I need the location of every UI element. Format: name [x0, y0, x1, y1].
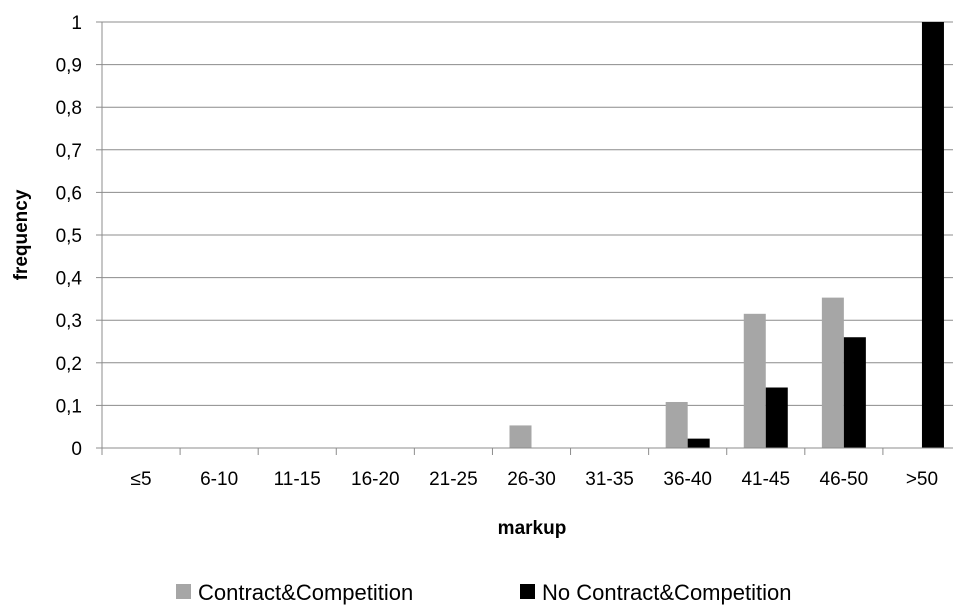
legend: Contract&Competition No Contract&Competit…: [176, 580, 791, 605]
x-tick-label: 36-40: [663, 469, 712, 490]
bar-contract-competition: [665, 401, 688, 448]
legend-swatch: [176, 584, 191, 599]
y-tick-label: 0,1: [56, 396, 82, 417]
x-tick-label: ≤5: [131, 469, 152, 490]
x-tick-label: 11-15: [274, 469, 321, 490]
x-tick-label: 16-20: [351, 469, 400, 490]
y-tick-label: 0,7: [56, 141, 82, 162]
y-tick-label: 0,4: [56, 269, 83, 290]
x-tick-label: 31-35: [585, 469, 634, 490]
bar-no-contract-competition: [687, 438, 710, 448]
y-tick-label: 0,3: [56, 311, 82, 332]
x-tick-labels: ≤5 6-10 11-15 16-20 21-25 26-30 31-35 36-40 41-4…: [131, 469, 939, 490]
y-tick-label: 0: [71, 439, 82, 460]
axes: [96, 21, 953, 455]
y-tick-label: 1: [71, 13, 82, 34]
bar-no-contract-competition: [765, 387, 788, 448]
x-tick-label: 41-45: [741, 469, 790, 490]
bar-contract-competition: [509, 425, 532, 448]
bar-no-contract-competition: [843, 337, 866, 448]
y-tick-label: 0,2: [56, 354, 82, 375]
bars: [509, 22, 944, 448]
legend-swatch: [520, 584, 535, 599]
x-tick-label: 6-10: [200, 469, 238, 490]
legend-label: No Contract&Competition: [542, 580, 791, 605]
x-tick-label: 46-50: [820, 469, 869, 490]
y-tick-labels: 0 0,1 0,2 0,3 0,4 0,5 0,6 0,7 0,8 0,9 1: [56, 13, 83, 460]
bar-contract-competition: [743, 313, 766, 448]
y-tick-label: 0,6: [56, 183, 82, 204]
x-axis-title: markup: [498, 518, 567, 539]
x-tick-label: 26-30: [507, 469, 556, 490]
bar-no-contract-competition: [921, 22, 944, 448]
x-tick-label: 21-25: [429, 469, 478, 490]
bar-contract-competition: [821, 297, 844, 448]
legend-label: Contract&Competition: [198, 580, 413, 605]
y-tick-label: 0,9: [56, 56, 82, 77]
gridlines: [102, 21, 953, 406]
y-axis-title: frequency: [11, 189, 32, 280]
y-tick-label: 0,5: [56, 226, 82, 247]
y-tick-label: 0,8: [56, 98, 82, 119]
x-tick-label: >50: [906, 469, 938, 490]
